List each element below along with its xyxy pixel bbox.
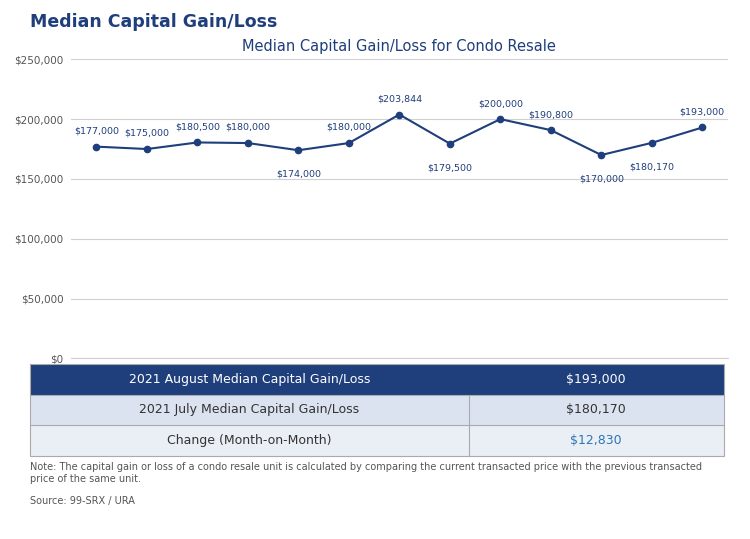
Text: Change (Month-on-Month): Change (Month-on-Month) [167, 434, 332, 447]
Text: $180,000: $180,000 [326, 123, 371, 132]
Text: $203,844: $203,844 [376, 94, 422, 103]
Text: 2021 July Median Capital Gain/Loss: 2021 July Median Capital Gain/Loss [140, 403, 359, 417]
Text: Median Capital Gain/Loss: Median Capital Gain/Loss [30, 13, 278, 31]
Text: $193,000: $193,000 [566, 372, 626, 386]
Text: $12,830: $12,830 [571, 434, 622, 447]
Text: $193,000: $193,000 [680, 107, 724, 116]
Text: $180,170: $180,170 [566, 403, 626, 417]
Text: $177,000: $177,000 [74, 127, 119, 135]
Text: Note: The capital gain or loss of a condo resale unit is calculated by comparing: Note: The capital gain or loss of a cond… [30, 462, 702, 484]
Text: $190,800: $190,800 [528, 110, 573, 119]
Text: $179,500: $179,500 [427, 163, 472, 172]
Text: $180,170: $180,170 [629, 162, 674, 171]
Text: $175,000: $175,000 [124, 129, 170, 138]
Text: 2021 August Median Capital Gain/Loss: 2021 August Median Capital Gain/Loss [129, 372, 370, 386]
Text: $200,000: $200,000 [478, 99, 523, 108]
Title: Median Capital Gain/Loss for Condo Resale: Median Capital Gain/Loss for Condo Resal… [242, 39, 556, 54]
Text: $180,000: $180,000 [226, 123, 271, 132]
Text: $180,500: $180,500 [175, 122, 220, 132]
Text: $174,000: $174,000 [276, 170, 321, 178]
Text: $170,000: $170,000 [579, 175, 624, 183]
Text: Source: 99-SRX / URA: Source: 99-SRX / URA [30, 496, 135, 506]
